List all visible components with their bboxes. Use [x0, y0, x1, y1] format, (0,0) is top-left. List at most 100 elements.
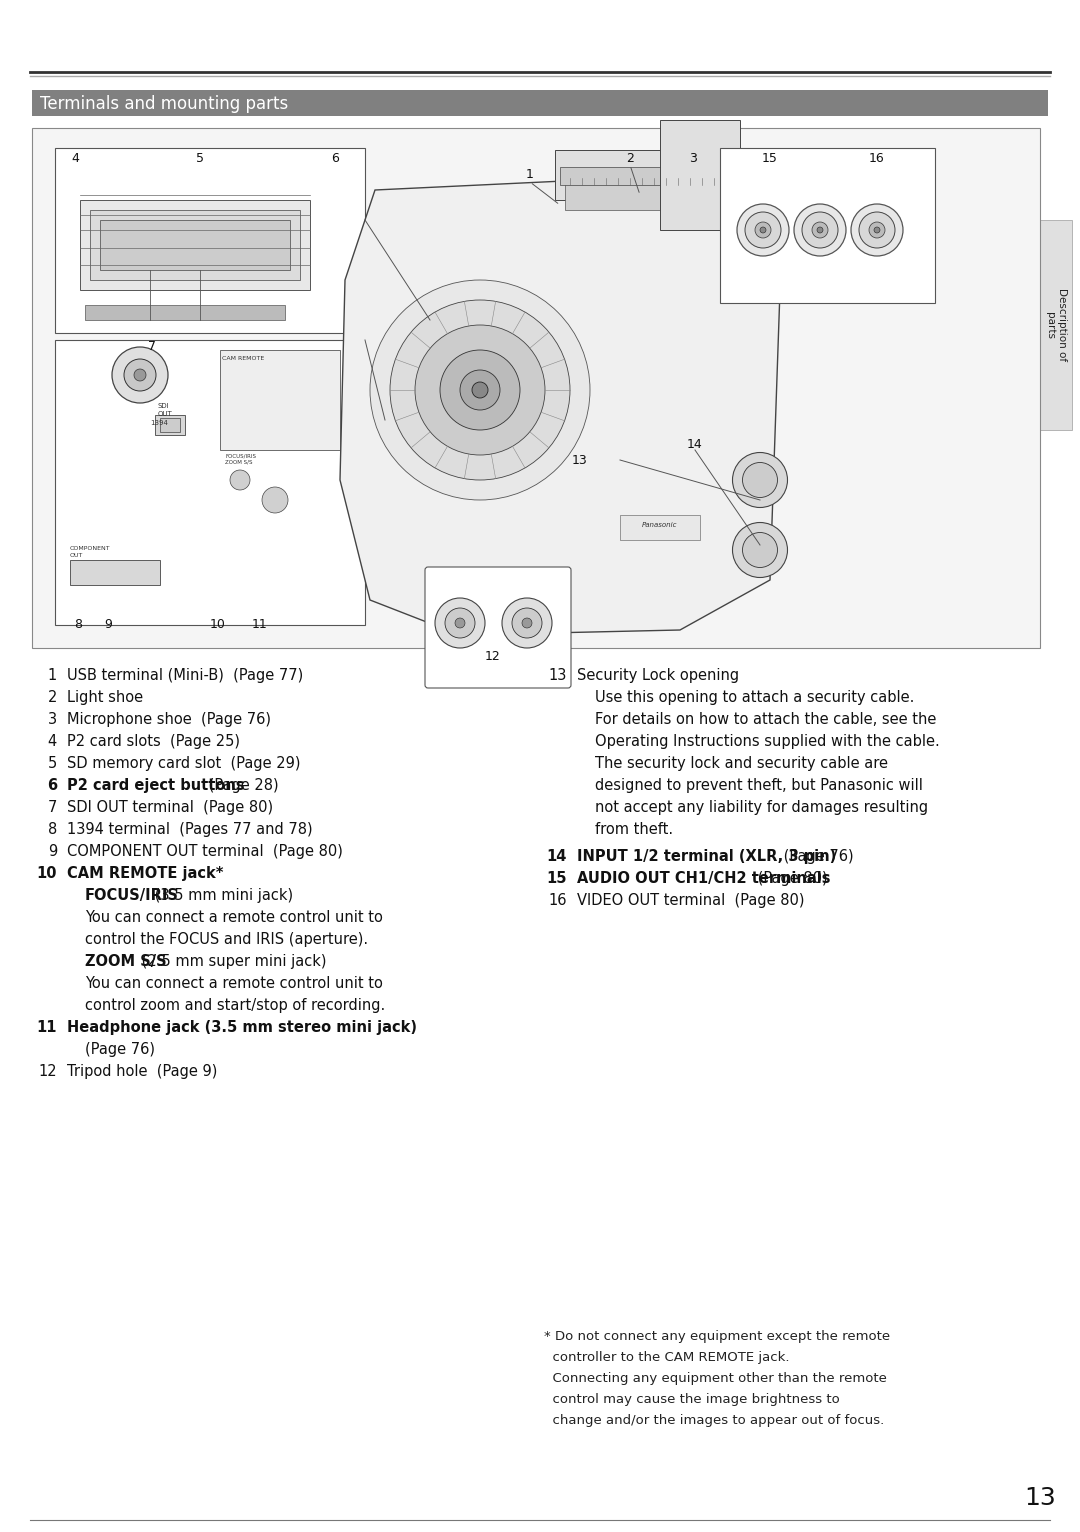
Text: 12: 12 [39, 1065, 57, 1079]
Bar [620, 515, 700, 539]
Text: Terminals and mounting parts: Terminals and mounting parts [40, 95, 288, 113]
Text: FOCUS/IRIS: FOCUS/IRIS [225, 453, 256, 460]
Text: 7: 7 [148, 340, 156, 352]
Circle shape [124, 358, 156, 391]
Bar [70, 561, 160, 585]
Text: Headphone jack (3.5 mm stereo mini jack): Headphone jack (3.5 mm stereo mini jack) [67, 1020, 417, 1036]
Bar [660, 119, 740, 230]
Ellipse shape [732, 522, 787, 578]
Text: COMPONENT OUT terminal  (Page 80): COMPONENT OUT terminal (Page 80) [67, 844, 342, 859]
Circle shape [869, 222, 885, 237]
Text: SD memory card slot  (Page 29): SD memory card slot (Page 29) [67, 755, 300, 771]
Text: 2: 2 [626, 152, 634, 164]
Circle shape [112, 348, 168, 403]
Text: (Page 80): (Page 80) [753, 872, 827, 885]
Text: 13: 13 [1024, 1486, 1056, 1511]
Text: 5: 5 [195, 152, 204, 164]
Text: OUT: OUT [158, 411, 173, 417]
Circle shape [737, 204, 789, 256]
Circle shape [415, 325, 545, 455]
Text: 4: 4 [71, 152, 79, 164]
Circle shape [370, 280, 590, 499]
Bar [720, 149, 935, 303]
Text: Tripod hole  (Page 9): Tripod hole (Page 9) [67, 1065, 217, 1079]
Text: You can connect a remote control unit to: You can connect a remote control unit to [85, 910, 383, 925]
Circle shape [851, 204, 903, 256]
Text: For details on how to attach the cable, see the: For details on how to attach the cable, … [595, 712, 936, 728]
Text: CAM REMOTE: CAM REMOTE [222, 355, 265, 362]
Text: control may cause the image brightness to: control may cause the image brightness t… [544, 1393, 840, 1406]
Bar [561, 167, 720, 185]
Bar [100, 221, 291, 270]
Text: 3: 3 [689, 152, 697, 164]
Text: * Do not connect any equipment except the remote: * Do not connect any equipment except th… [544, 1330, 890, 1344]
Text: AUDIO OUT CH1/CH2 terminals: AUDIO OUT CH1/CH2 terminals [577, 872, 831, 885]
Text: 1: 1 [526, 169, 534, 181]
Circle shape [460, 371, 500, 411]
Circle shape [390, 300, 570, 480]
Text: COMPONENT: COMPONENT [70, 545, 110, 552]
Circle shape [859, 211, 895, 248]
Text: (2.5 mm super mini jack): (2.5 mm super mini jack) [137, 954, 326, 970]
Bar [80, 201, 310, 290]
Text: 3: 3 [48, 712, 57, 728]
Bar [85, 305, 285, 320]
Text: 13: 13 [549, 668, 567, 683]
Circle shape [455, 617, 465, 628]
Circle shape [755, 222, 771, 237]
Polygon shape [340, 175, 780, 634]
Bar [1040, 221, 1072, 430]
Ellipse shape [743, 533, 778, 567]
Text: Light shoe: Light shoe [67, 689, 144, 705]
Text: P2 card slots  (Page 25): P2 card slots (Page 25) [67, 734, 240, 749]
Text: CAM REMOTE jack*: CAM REMOTE jack* [67, 866, 224, 881]
Text: not accept any liability for damages resulting: not accept any liability for damages res… [595, 800, 928, 815]
Circle shape [502, 597, 552, 648]
Circle shape [435, 597, 485, 648]
Text: (Page 76): (Page 76) [779, 849, 853, 864]
Text: Security Lock opening: Security Lock opening [577, 668, 739, 683]
Bar [32, 90, 1048, 116]
Text: control zoom and start/stop of recording.: control zoom and start/stop of recording… [85, 997, 386, 1013]
Circle shape [794, 204, 846, 256]
Text: Microphone shoe  (Page 76): Microphone shoe (Page 76) [67, 712, 271, 728]
Text: 1: 1 [48, 668, 57, 683]
Text: from theft.: from theft. [595, 823, 673, 836]
Circle shape [134, 369, 146, 381]
Text: control the FOCUS and IRIS (aperture).: control the FOCUS and IRIS (aperture). [85, 931, 368, 947]
Text: 14: 14 [687, 438, 703, 452]
Circle shape [230, 470, 249, 490]
Circle shape [522, 617, 532, 628]
Text: VIDEO OUT terminal  (Page 80): VIDEO OUT terminal (Page 80) [577, 893, 805, 908]
FancyBboxPatch shape [426, 567, 571, 688]
Text: 11: 11 [37, 1020, 57, 1036]
Circle shape [874, 227, 880, 233]
Bar [90, 210, 300, 280]
Text: 9: 9 [48, 844, 57, 859]
Text: 5: 5 [48, 755, 57, 771]
Bar [555, 150, 725, 201]
Text: 1394: 1394 [150, 420, 167, 426]
Circle shape [445, 608, 475, 637]
Bar [565, 179, 715, 210]
Text: 12: 12 [485, 650, 501, 663]
Text: Panasonic: Panasonic [643, 522, 678, 529]
Bar [32, 129, 1040, 648]
Text: Use this opening to attach a security cable.: Use this opening to attach a security ca… [595, 689, 915, 705]
Circle shape [816, 227, 823, 233]
Circle shape [812, 222, 828, 237]
Bar [220, 349, 340, 450]
Text: You can connect a remote control unit to: You can connect a remote control unit to [85, 976, 383, 991]
Text: FOCUS/IRIS: FOCUS/IRIS [85, 889, 179, 902]
Text: 6: 6 [332, 152, 339, 164]
Text: designed to prevent theft, but Panasonic will: designed to prevent theft, but Panasonic… [595, 778, 923, 794]
Ellipse shape [732, 452, 787, 507]
Text: 8: 8 [75, 617, 82, 631]
Ellipse shape [743, 463, 778, 498]
Text: OUT: OUT [70, 553, 83, 558]
Text: controller to the CAM REMOTE jack.: controller to the CAM REMOTE jack. [544, 1351, 789, 1363]
Text: SDI OUT terminal  (Page 80): SDI OUT terminal (Page 80) [67, 800, 273, 815]
Circle shape [760, 227, 766, 233]
Text: (Page 28): (Page 28) [204, 778, 279, 794]
Text: P2 card eject buttons: P2 card eject buttons [67, 778, 245, 794]
